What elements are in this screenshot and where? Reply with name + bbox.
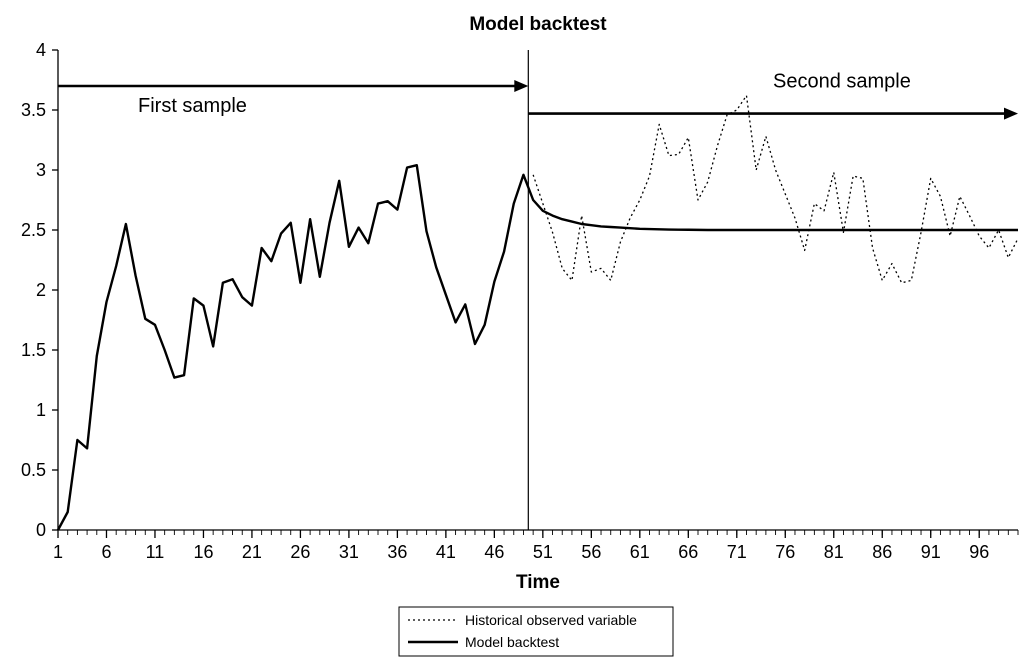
y-tick-label: 0.5	[21, 460, 46, 480]
y-tick-label: 2.5	[21, 220, 46, 240]
y-tick-label: 4	[36, 40, 46, 60]
x-tick-label: 76	[775, 542, 795, 562]
y-tick-label: 3	[36, 160, 46, 180]
y-tick-label: 1.5	[21, 340, 46, 360]
y-axis: 0 0.5 1 1.5 2 2.5 3 3.5 4	[21, 40, 59, 540]
x-tick-label: 66	[678, 542, 698, 562]
annotations: First sample Second sample	[58, 71, 1018, 120]
y-tick-label: 0	[36, 520, 46, 540]
annotation-first-sample: First sample	[138, 95, 247, 117]
x-tick-label: 91	[921, 542, 941, 562]
x-tick-label: 21	[242, 542, 262, 562]
x-tick-label: 61	[630, 542, 650, 562]
x-tick-label: 81	[824, 542, 844, 562]
x-tick-label: 1	[53, 542, 63, 562]
x-tick-label: 46	[484, 542, 504, 562]
arrowhead-first	[514, 80, 529, 92]
annotation-second-sample: Second sample	[773, 71, 911, 93]
legend-label-model: Model backtest	[465, 634, 559, 650]
x-tick-label: 16	[193, 542, 213, 562]
x-tick-label: 51	[533, 542, 553, 562]
x-tick-label: 6	[101, 542, 111, 562]
x-tick-label: 96	[969, 542, 989, 562]
x-tick-label: 11	[146, 542, 165, 562]
legend-box	[398, 606, 674, 657]
chart-title: Model backtest	[469, 14, 607, 35]
series-historical-observed	[532, 94, 1019, 284]
legend-label-observed: Historical observed variable	[465, 612, 637, 628]
x-tick-label: 86	[872, 542, 892, 562]
y-tick-label: 2	[36, 280, 46, 300]
series-layer	[56, 94, 1019, 531]
x-tick-label: 26	[290, 542, 310, 562]
x-axis: 1 6 11 16 21 26 31 36 41 46 51 56 61 66 71 76 81 86 91 96	[53, 529, 1019, 562]
y-tick-label: 1	[36, 400, 46, 420]
x-tick-label: 41	[436, 542, 456, 562]
arrowhead-second	[1004, 107, 1018, 120]
x-tick-label: 71	[727, 542, 747, 562]
legend: Historical observed variable Model backt…	[398, 606, 674, 657]
series-model-backtest	[56, 163, 1018, 531]
y-tick-label: 3.5	[21, 100, 46, 120]
x-tick-label: 36	[387, 542, 407, 562]
x-tick-label: 56	[581, 542, 601, 562]
x-axis-label: Time	[516, 572, 560, 593]
x-tick-label: 31	[339, 542, 359, 562]
